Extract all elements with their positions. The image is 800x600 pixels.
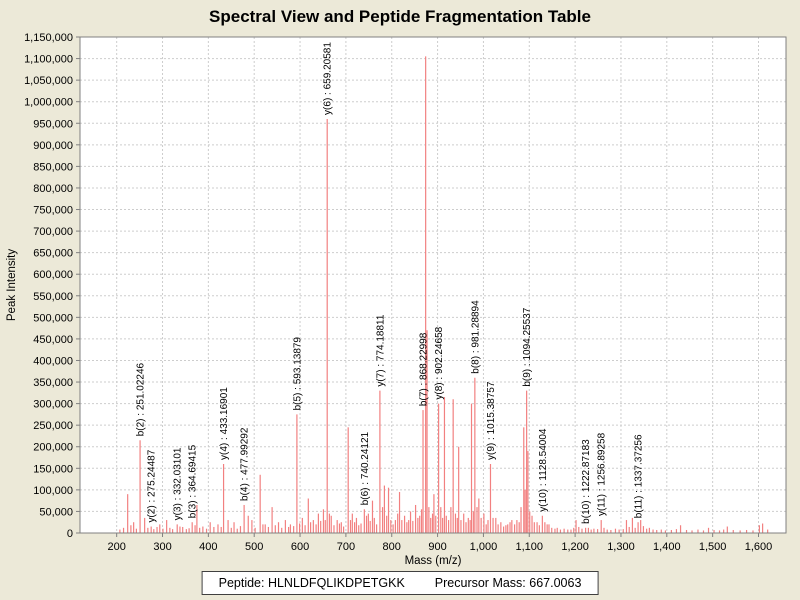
fragment-peak-label: y(7) : 774.18811	[375, 314, 386, 387]
x-tick-label: 1,100	[516, 541, 544, 553]
peptide-info-box: Peptide: HLNLDFQLIKDPETGKK Precursor Mass…	[201, 571, 599, 595]
y-tick-label: 50,000	[39, 506, 73, 518]
y-tick-label: 1,050,000	[24, 75, 73, 87]
fragment-peak-label: b(9) : 1094.25537	[522, 307, 533, 386]
fragment-peak-label: b(3) : 364.69415	[188, 444, 199, 518]
spectrum-chart: 0 50,000 100,000 150,000 200,000 250,000 300,0…	[6, 32, 787, 567]
y-tick-label: 250,000	[33, 420, 73, 432]
y-axis-title: Peak Intensity	[6, 249, 18, 321]
fragment-peak-label: y(4) : 433.16901	[219, 387, 230, 460]
x-tick-label: 700	[337, 541, 355, 553]
y-tick-label: 450,000	[33, 334, 73, 346]
fragment-peak-label: b(2) : 251.02246	[136, 362, 147, 436]
y-tick-label: 1,000,000	[24, 97, 73, 109]
x-tick-label: 1,200	[561, 541, 589, 553]
peaks	[119, 56, 769, 533]
y-tick-label: 550,000	[33, 291, 73, 303]
spectral-view: 0 50,000 100,000 150,000 200,000 250,000 300,0…	[6, 32, 787, 567]
fragment-peak-label: y(3) : 332.03101	[173, 447, 184, 520]
y-axis: 0 50,000 100,000 150,000 200,000 250,000 300,0…	[24, 32, 80, 540]
fragment-peak-label: b(7) : 868.22998	[419, 332, 430, 406]
fragment-peak-label: b(4) : 477.99292	[240, 427, 251, 501]
peak-labels: b(2) : 251.02246 y(2) : 275.24487 y(3) : 3…	[136, 42, 645, 524]
y-tick-label: 1,150,000	[24, 32, 73, 44]
precursor-mass-text: Precursor Mass: 667.0063	[434, 576, 582, 590]
y-tick-label: 150,000	[33, 463, 73, 475]
x-axis-title: Mass (m/z)	[405, 555, 462, 567]
x-tick-label: 600	[291, 541, 309, 553]
x-axis: 200 300 400 500 600 700 800 900 1,000 1,100 1,200 1…	[107, 533, 772, 553]
x-tick-label: 800	[383, 541, 401, 553]
page-title: Spectral View and Peptide Fragmentation …	[209, 7, 591, 26]
y-tick-label: 950,000	[33, 118, 73, 130]
y-tick-label: 600,000	[33, 269, 73, 281]
fragment-peak-label: y(6) : 659.20581	[323, 42, 334, 115]
x-tick-label: 400	[199, 541, 217, 553]
x-tick-label: 1,500	[699, 541, 727, 553]
y-tick-label: 100,000	[33, 485, 73, 497]
y-tick-label: 850,000	[33, 161, 73, 173]
y-tick-label: 650,000	[33, 248, 73, 260]
fragment-peak-label: y(2) : 275.24487	[147, 449, 158, 522]
x-tick-label: 1,300	[607, 541, 635, 553]
y-tick-label: 1,100,000	[24, 54, 73, 66]
fragment-peak-label: y(10) : 1128.54004	[538, 428, 549, 512]
y-tick-label: 750,000	[33, 205, 73, 217]
fragment-peak-label: b(10) : 1222.87183	[581, 439, 592, 524]
fragment-peak-label: b(8) : 981.28894	[470, 300, 481, 374]
y-tick-label: 900,000	[33, 140, 73, 152]
fragment-peak-label: b(5) : 593.13879	[292, 337, 303, 411]
y-tick-label: 350,000	[33, 377, 73, 389]
y-tick-label: 300,000	[33, 399, 73, 411]
y-tick-label: 500,000	[33, 312, 73, 324]
x-tick-label: 200	[107, 541, 125, 553]
y-tick-label: 400,000	[33, 355, 73, 367]
y-tick-label: 0	[67, 528, 73, 540]
x-tick-label: 900	[428, 541, 446, 553]
fragment-peak-label: b(11) : 1337.37256	[634, 434, 645, 518]
x-tick-label: 1,600	[745, 541, 773, 553]
peptide-text: Peptide: HLNLDFQLIKDPETGKK	[218, 576, 405, 590]
y-tick-label: 200,000	[33, 442, 73, 454]
x-tick-label: 1,000	[470, 541, 498, 553]
plot-area	[80, 37, 786, 533]
y-tick-label: 800,000	[33, 183, 73, 195]
fragment-peak-label: b(6) : 740.24121	[360, 431, 371, 505]
x-tick-label: 1,400	[653, 541, 681, 553]
y-tick-label: 700,000	[33, 226, 73, 238]
fragment-peak-label: y(11) : 1256.89258	[597, 432, 608, 516]
fragment-peak-label: y(8) : 902.24658	[434, 326, 445, 399]
x-tick-label: 500	[245, 541, 263, 553]
fragment-peak-label: y(9) : 1015.38757	[486, 381, 497, 460]
plot-border	[79, 36, 787, 534]
x-tick-label: 300	[153, 541, 171, 553]
